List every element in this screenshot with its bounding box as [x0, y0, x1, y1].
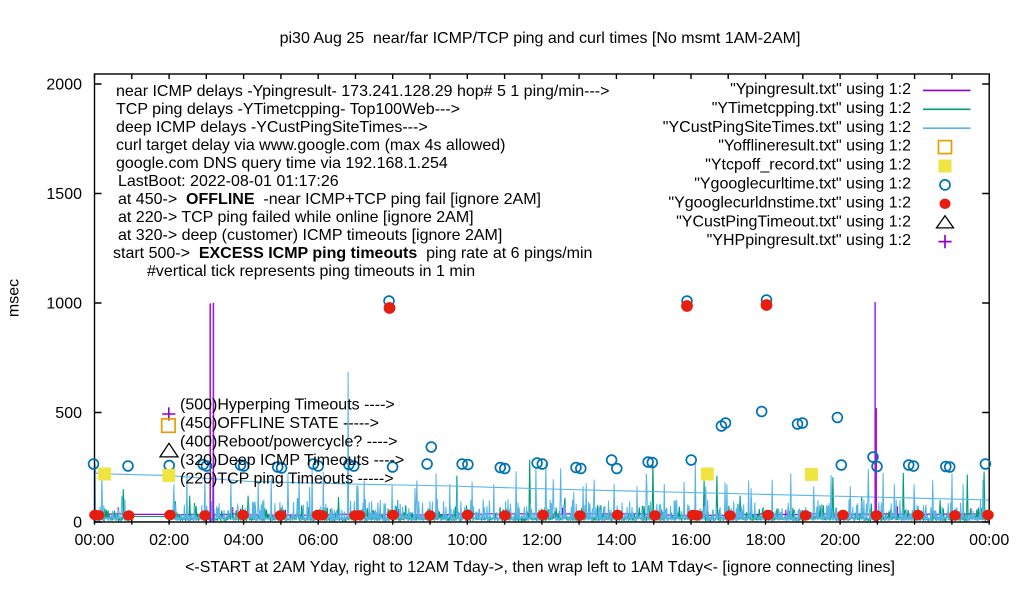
svg-text:(320)Deep ICMP Timeouts ---->: (320)Deep ICMP Timeouts ---->: [180, 452, 404, 469]
svg-text:10:00: 10:00: [447, 532, 487, 549]
svg-text:00:00: 00:00: [969, 532, 1009, 549]
svg-text:2000: 2000: [46, 77, 82, 94]
svg-text:00:00: 00:00: [74, 532, 114, 549]
svg-text:msec: msec: [6, 279, 23, 317]
svg-text:LastBoot: 2022-08-01 01:17:26: LastBoot: 2022-08-01 01:17:26: [118, 173, 339, 190]
svg-text:"YCustPingTimeout.txt" using 1: "YCustPingTimeout.txt" using 1:2: [676, 213, 911, 230]
svg-text:(220)TCP ping Timeouts ----->: (220)TCP ping Timeouts ----->: [180, 470, 394, 487]
svg-text:#vertical tick represents ping: #vertical tick represents ping timeouts …: [147, 263, 475, 280]
svg-text:16:00: 16:00: [671, 532, 711, 549]
svg-text:08:00: 08:00: [373, 532, 413, 549]
svg-text:"Ytcpoff_record.txt" using 1:2: "Ytcpoff_record.txt" using 1:2: [705, 157, 911, 174]
svg-text:"Yofflineresult.txt" using 1:2: "Yofflineresult.txt" using 1:2: [718, 138, 911, 155]
svg-text:(450)OFFLINE STATE ----->: (450)OFFLINE STATE ----->: [180, 415, 379, 432]
svg-text:"Ypingresult.txt" using 1:2: "Ypingresult.txt" using 1:2: [730, 81, 911, 98]
svg-text:0: 0: [73, 515, 82, 532]
svg-text:02:00: 02:00: [149, 532, 189, 549]
svg-text:1000: 1000: [46, 296, 82, 313]
svg-text:"YHPpingresult.txt" using 1:2: "YHPpingresult.txt" using 1:2: [707, 232, 911, 249]
svg-text:04:00: 04:00: [224, 532, 264, 549]
svg-text:near ICMP delays -Ypingresult-: near ICMP delays -Ypingresult- 173.241.1…: [116, 83, 609, 100]
svg-text:pi30 Aug 25 near/far ICMP/TCP: pi30 Aug 25 near/far ICMP/TCP ping and c…: [280, 30, 801, 47]
svg-text:at 450-> OFFLINE -near ICMP+: at 450-> OFFLINE -near ICMP+TCP ping fai…: [118, 191, 541, 208]
svg-text:12:00: 12:00: [522, 532, 562, 549]
svg-text:"Ygooglecurltime.txt" using 1:: "Ygooglecurltime.txt" using 1:2: [694, 176, 911, 193]
svg-text:at 320-> deep (customer) ICMP: at 320-> deep (customer) ICMP timeouts […: [118, 227, 502, 244]
svg-text:1500: 1500: [46, 186, 82, 203]
svg-text:start 500-> EXCESS ICMP ping: start 500-> EXCESS ICMP ping timeouts pi…: [113, 245, 592, 262]
svg-text:"Ygooglecurldnstime.txt" using: "Ygooglecurldnstime.txt" using 1:2: [668, 194, 911, 211]
svg-text:18:00: 18:00: [745, 532, 785, 549]
svg-text:"YCustPingSiteTimes.txt" using: "YCustPingSiteTimes.txt" using 1:2: [663, 119, 911, 136]
svg-text:20:00: 20:00: [820, 532, 860, 549]
svg-text:curl target delay via www.goog: curl target delay via www.google.com (ma…: [116, 137, 506, 154]
svg-text:14:00: 14:00: [596, 532, 636, 549]
svg-text:06:00: 06:00: [298, 532, 338, 549]
svg-text:"YTimetcpping.txt" using 1:2: "YTimetcpping.txt" using 1:2: [712, 100, 911, 117]
svg-text:<-START at 2AM Yday, right to: <-START at 2AM Yday, right to 12AM Tday-…: [185, 559, 895, 576]
svg-text:(500)Hyperping Timeouts ---->: (500)Hyperping Timeouts ---->: [180, 397, 395, 414]
svg-text:TCP ping delays -YTimetcpping-: TCP ping delays -YTimetcpping- Top100Web…: [116, 101, 460, 118]
svg-text:500: 500: [55, 405, 82, 422]
svg-text:(400)Reboot/powercycle? ---->: (400)Reboot/powercycle? ---->: [180, 434, 397, 451]
svg-text:22:00: 22:00: [895, 532, 935, 549]
svg-text:at 220-> TCP ping failed while: at 220-> TCP ping failed while online [i…: [118, 209, 474, 226]
svg-text:google.com DNS query time via: google.com DNS query time via 192.168.1.…: [116, 155, 448, 172]
svg-text:deep ICMP delays -YCustPingSit: deep ICMP delays -YCustPingSiteTimes--->: [116, 119, 428, 136]
